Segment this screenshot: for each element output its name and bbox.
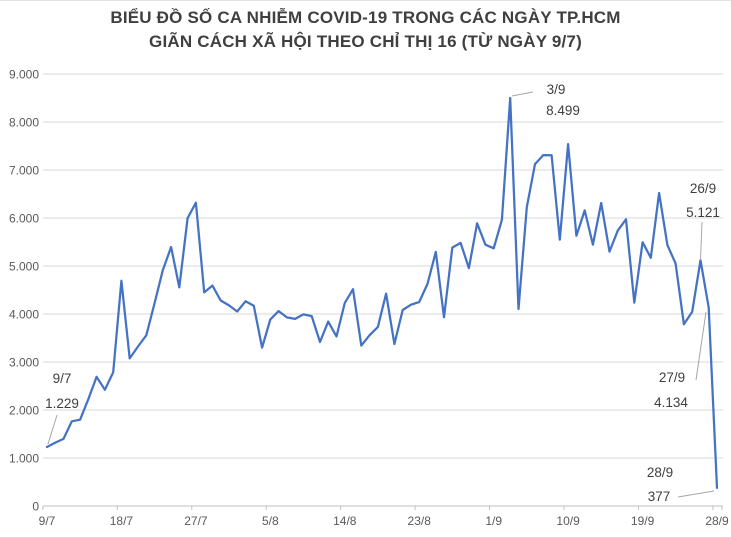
x-tick-label: 23/8 bbox=[408, 514, 432, 528]
x-tick-label: 18/7 bbox=[110, 514, 134, 528]
annotation-date-label: 28/9 bbox=[647, 465, 673, 480]
x-tick-label: 10/9 bbox=[556, 514, 580, 528]
annotation-date-label: 9/7 bbox=[53, 371, 72, 386]
chart-title: BIỂU ĐỒ SỐ CA NHIỄM COVID-19 TRONG CÁC N… bbox=[0, 6, 731, 54]
annotation-leader-line bbox=[511, 91, 534, 97]
annotation-27/9: 27/9 4.134 bbox=[654, 311, 707, 410]
x-tick-label: 9/7 bbox=[39, 514, 56, 528]
chart-title-line-1: BIỂU ĐỒ SỐ CA NHIỄM COVID-19 TRONG CÁC N… bbox=[110, 8, 621, 27]
annotation-leader-line bbox=[47, 414, 58, 445]
y-tick-label: 0 bbox=[32, 500, 39, 514]
covid-cases-line bbox=[45, 96, 719, 490]
y-tick-label: 6.000 bbox=[9, 212, 39, 226]
annotation-date-label: 3/9 bbox=[547, 82, 566, 97]
y-tick-label: 2.000 bbox=[9, 404, 39, 418]
x-tick-label: 19/9 bbox=[631, 514, 655, 528]
annotation-26/9: 26/9 5.121 bbox=[686, 181, 720, 261]
annotation-value-label: 8.499 bbox=[546, 103, 580, 118]
annotation-value-label: 1.229 bbox=[45, 396, 79, 411]
x-tick-label: 1/9 bbox=[485, 514, 502, 528]
annotation-date-label: 27/9 bbox=[659, 370, 685, 385]
annotation-value-label: 5.121 bbox=[686, 205, 720, 220]
x-tick-label: 27/7 bbox=[184, 514, 208, 528]
y-tick-label: 5.000 bbox=[9, 260, 39, 274]
y-tick-label: 1.000 bbox=[9, 452, 39, 466]
gridlines bbox=[43, 73, 723, 459]
y-tick-label: 7.000 bbox=[9, 164, 39, 178]
annotation-value-label: 377 bbox=[648, 489, 671, 504]
annotation-date-label: 26/9 bbox=[690, 181, 716, 196]
chart-title-line-2: GIÃN CÁCH XÃ HỘI THEO CHỈ THỊ 16 (TỪ NGÀ… bbox=[149, 32, 582, 51]
annotation-leader-line bbox=[677, 490, 715, 498]
x-tick-label: 5/8 bbox=[262, 514, 279, 528]
x-axis-labels: 9/7 18/7 27/7 5/8 14/8 23/8 1/9 10/9 19/9 28/9 bbox=[39, 514, 729, 528]
annotation-3/9: 3/9 8.499 bbox=[511, 82, 580, 118]
annotation-value-label: 4.134 bbox=[654, 395, 688, 410]
y-tick-label: 3.000 bbox=[9, 356, 39, 370]
y-axis-labels: 0 1.000 2.000 3.000 4.000 5.000 6.000 7.000 8.00… bbox=[9, 68, 39, 514]
x-axis bbox=[42, 505, 723, 510]
y-tick-label: 9.000 bbox=[9, 68, 39, 82]
annotation-leader-line bbox=[700, 221, 703, 261]
y-tick-label: 8.000 bbox=[9, 116, 39, 130]
annotation-28/9: 28/9 377 bbox=[647, 465, 715, 504]
annotation-9/7: 9/7 1.229 bbox=[45, 371, 79, 445]
y-tick-label: 4.000 bbox=[9, 308, 39, 322]
annotation-leader-line bbox=[695, 311, 707, 381]
x-tick-label: 14/8 bbox=[333, 514, 357, 528]
x-tick-label: 28/9 bbox=[705, 514, 729, 528]
